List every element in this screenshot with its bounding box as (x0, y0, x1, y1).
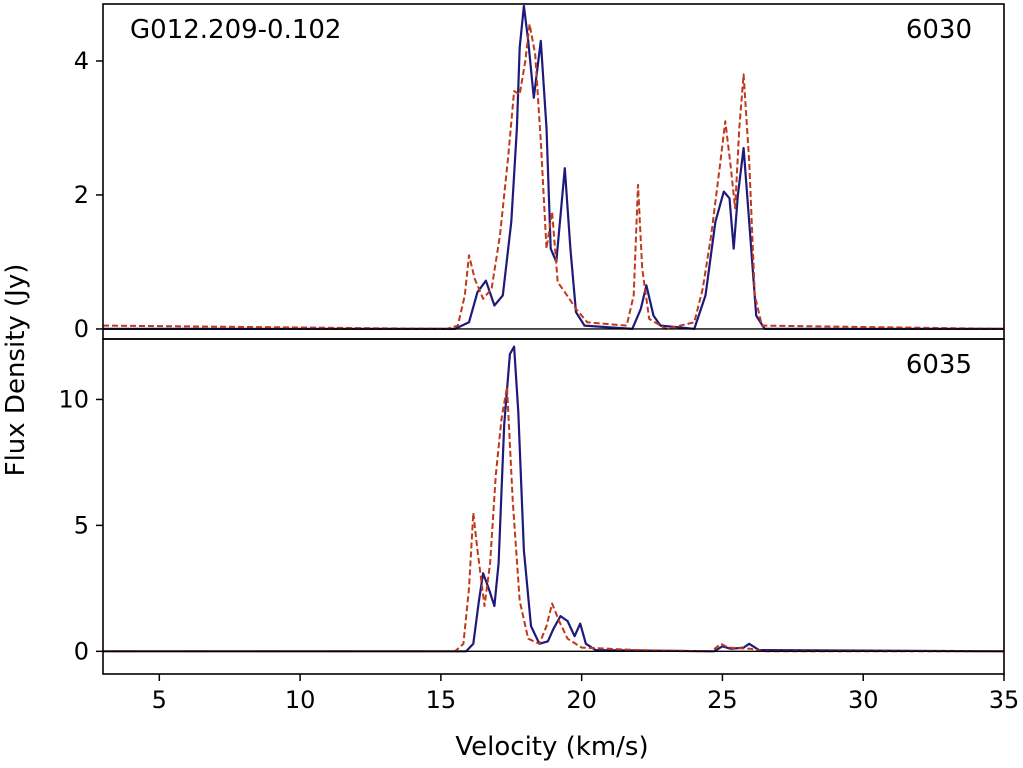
x-tick-label: 35 (989, 686, 1020, 714)
x-tick-label: 5 (152, 686, 167, 714)
panel-6030-frequency-label: 6030 (906, 15, 972, 45)
panel-6035-frame (102, 338, 1005, 675)
x-axis-ticks: 5 10 15 20 25 30 35 (152, 674, 1020, 714)
panel-6030-series (102, 4, 1005, 330)
y-tick-label: 2 (74, 181, 89, 209)
x-tick-label: 25 (707, 686, 738, 714)
x-axis-label: Velocity (km/s) (455, 732, 648, 762)
panel-6030-solid-series-line (103, 4, 1004, 330)
panel-6030: 0 2 4 G012.209-0.102 6030 (74, 3, 1005, 343)
panel-6030-y-ticks: 0 2 4 (74, 47, 103, 343)
y-tick-label: 10 (58, 385, 89, 413)
x-tick-label: 10 (285, 686, 316, 714)
y-axis-label: Flux Density (Jy) (1, 264, 31, 477)
panel-6030-dashed-series-line (102, 23, 1005, 330)
panel-6030-frame (102, 3, 1005, 340)
panel-6035: 0 5 10 6035 (58, 338, 1005, 675)
x-tick-label: 20 (566, 686, 597, 714)
panel-6035-y-ticks: 0 5 10 (58, 385, 103, 665)
y-tick-label: 0 (74, 637, 89, 665)
x-tick-label: 30 (848, 686, 879, 714)
panel-6035-series (103, 345, 1005, 653)
y-tick-label: 0 (74, 315, 89, 343)
x-tick-label: 15 (426, 686, 457, 714)
y-tick-label: 5 (74, 511, 89, 539)
y-tick-label: 4 (74, 47, 89, 75)
panel-6035-dashed-series-line (103, 385, 1004, 653)
panel-6030-source-label: G012.209-0.102 (130, 15, 341, 45)
panel-6035-frequency-label: 6035 (906, 350, 972, 380)
